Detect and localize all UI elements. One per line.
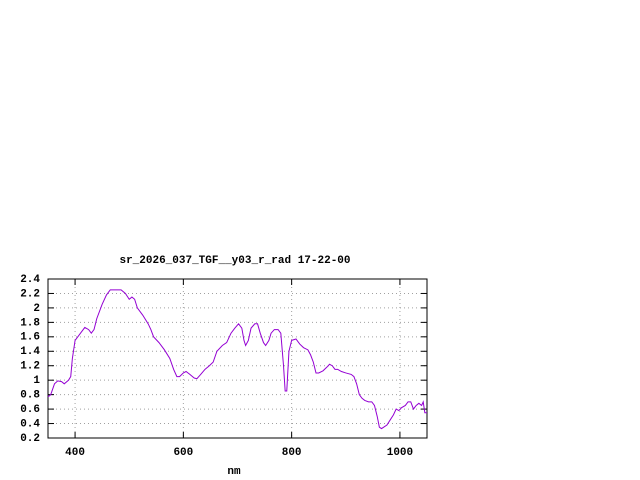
y-tick-label: 0.8 bbox=[20, 390, 40, 402]
chart-title: sr_2026_037_TGF__y03_r_rad 17-22-00 bbox=[119, 255, 350, 267]
x-axis-label: nm bbox=[227, 466, 241, 478]
y-tick-label: 2 bbox=[33, 303, 40, 315]
y-tick-label: 0.6 bbox=[20, 404, 40, 416]
plot-border bbox=[47, 278, 428, 439]
y-tick-label: 2.2 bbox=[20, 288, 40, 300]
data-line bbox=[47, 289, 427, 430]
x-tick-label: 600 bbox=[173, 447, 193, 459]
y-tick-label: 1.6 bbox=[20, 332, 40, 344]
y-tick-label: 0.2 bbox=[20, 433, 40, 445]
x-tick-label: 1000 bbox=[387, 447, 413, 459]
y-tick-label: 0.4 bbox=[20, 418, 40, 430]
y-tick-label: 1.4 bbox=[20, 346, 40, 358]
x-tick-label: 800 bbox=[282, 447, 302, 459]
y-tick-label: 2.4 bbox=[20, 274, 40, 286]
y-tick-label: 1.8 bbox=[20, 317, 40, 329]
y-tick-label: 1 bbox=[33, 375, 40, 387]
x-tick-label: 400 bbox=[65, 447, 85, 459]
y-tick-label: 1.2 bbox=[20, 361, 40, 373]
